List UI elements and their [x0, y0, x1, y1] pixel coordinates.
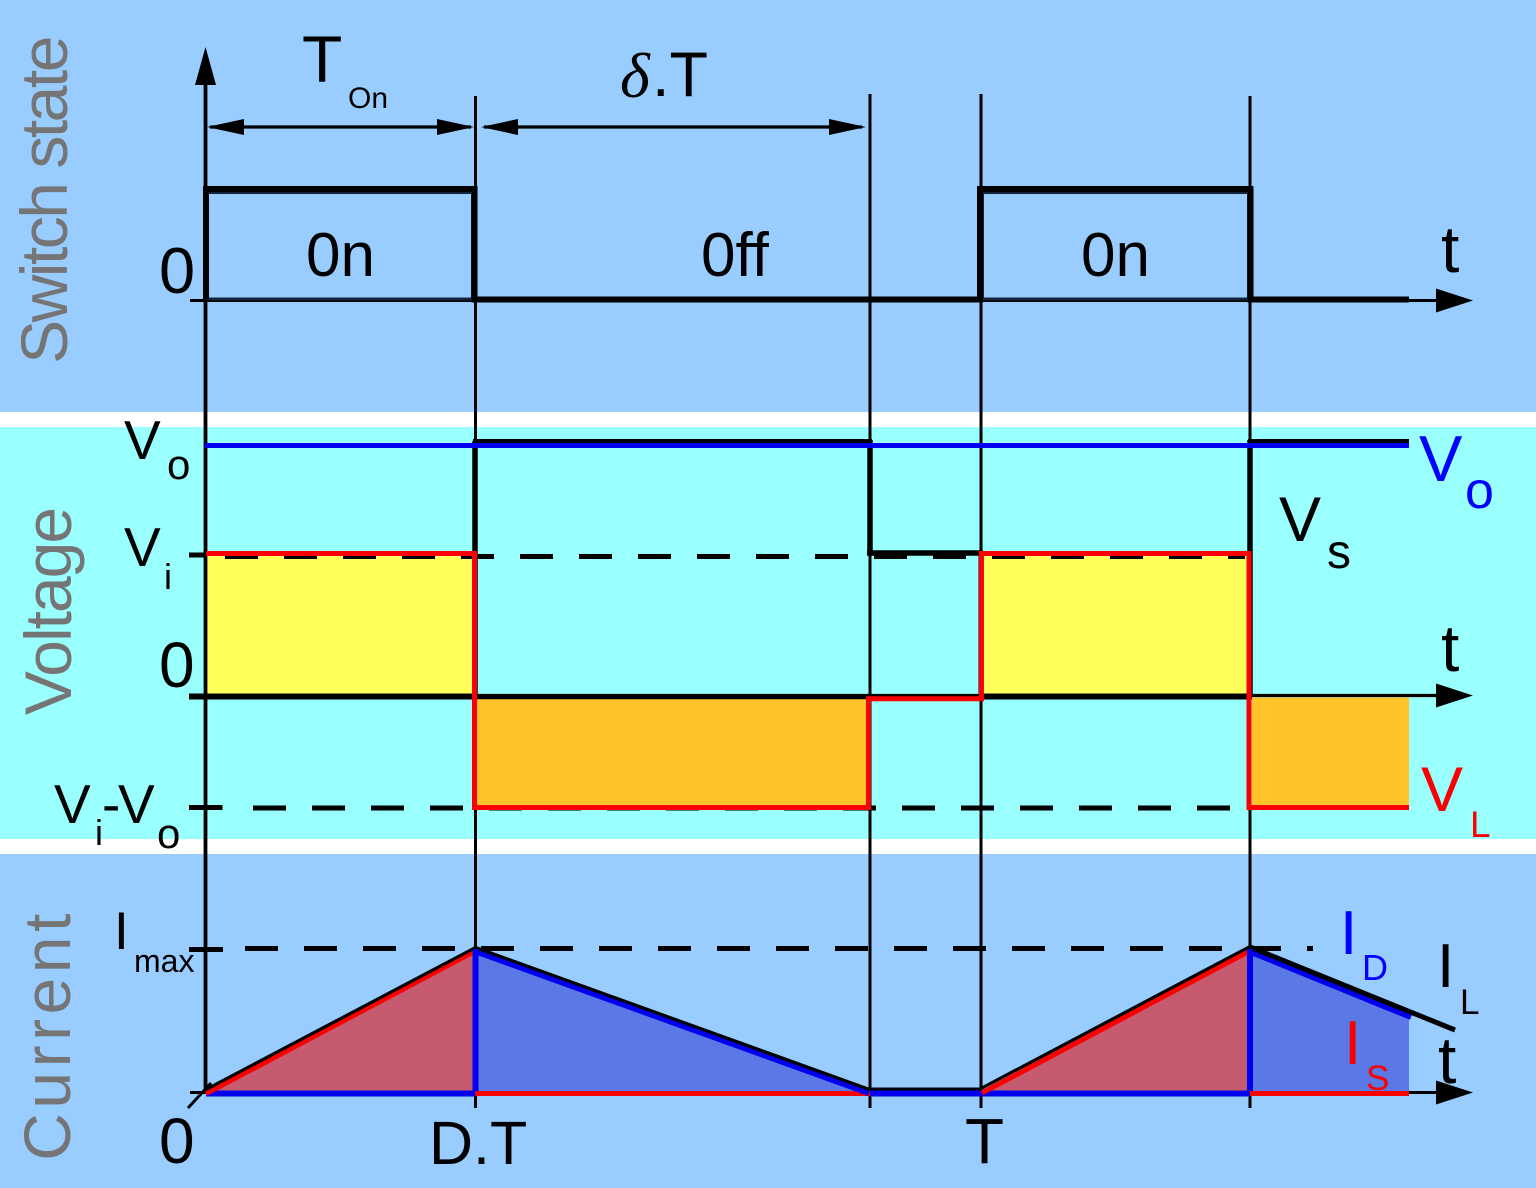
- svg-text:s: s: [1327, 526, 1351, 579]
- svg-text:-: -: [102, 773, 120, 835]
- svg-text:δ: δ: [620, 40, 651, 111]
- svg-text:V: V: [1279, 485, 1321, 555]
- svg-text:V: V: [54, 773, 91, 835]
- svg-text:Switch state: Switch state: [7, 38, 81, 364]
- svg-text:V: V: [124, 409, 161, 471]
- svg-text:V: V: [1421, 755, 1463, 825]
- svg-text:0: 0: [159, 1105, 195, 1177]
- svg-text:0ff: 0ff: [701, 221, 770, 290]
- svg-text:S: S: [1366, 1059, 1389, 1098]
- svg-text:T: T: [302, 22, 342, 96]
- svg-text:i: i: [95, 812, 103, 853]
- svg-text:On: On: [348, 82, 388, 115]
- svg-text:0n: 0n: [306, 221, 375, 290]
- svg-text:Voltage: Voltage: [11, 509, 85, 715]
- svg-text:V: V: [124, 516, 161, 578]
- svg-text:V: V: [1419, 422, 1463, 495]
- svg-text:0: 0: [159, 629, 195, 701]
- svg-text:0: 0: [159, 234, 195, 307]
- svg-text:I: I: [1437, 932, 1454, 1001]
- svg-text:o: o: [157, 810, 180, 857]
- svg-text:Current: Current: [10, 909, 84, 1161]
- svg-text:I: I: [114, 902, 129, 961]
- svg-text:t: t: [1441, 212, 1459, 286]
- svg-text:L: L: [1470, 804, 1491, 845]
- svg-text:D.T: D.T: [429, 1109, 527, 1177]
- svg-text:o: o: [167, 441, 190, 488]
- svg-text:o: o: [1465, 462, 1494, 520]
- svg-text:t: t: [1441, 611, 1459, 685]
- svg-text:i: i: [164, 556, 172, 597]
- svg-text:L: L: [1460, 983, 1479, 1022]
- svg-text:.T: .T: [652, 40, 708, 110]
- svg-text:t: t: [1438, 1023, 1456, 1097]
- svg-text:max: max: [134, 943, 194, 979]
- svg-text:I: I: [1340, 899, 1357, 968]
- svg-text:0n: 0n: [1081, 221, 1150, 290]
- svg-text:T: T: [965, 1105, 1004, 1177]
- svg-text:I: I: [1344, 1009, 1361, 1078]
- svg-text:V: V: [118, 773, 155, 835]
- svg-text:D: D: [1362, 947, 1388, 988]
